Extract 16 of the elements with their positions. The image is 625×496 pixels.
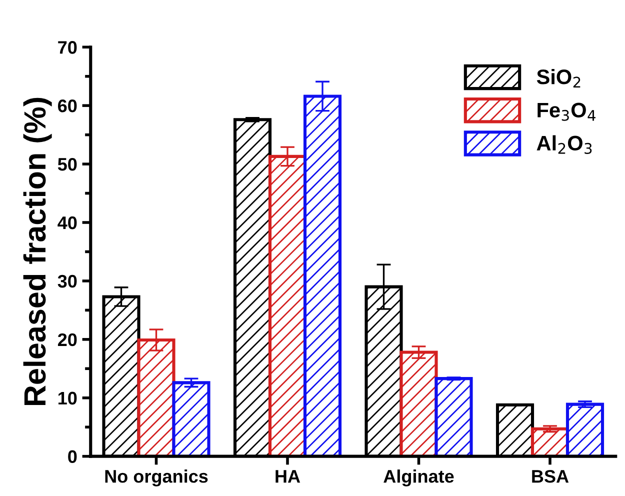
y-tick-label: 30 [58, 274, 77, 288]
legend-label: SiO$_{2}$ [536, 68, 580, 88]
y-axis-title: Released fraction (%) [23, 98, 52, 406]
x-tick-label: Alginate [384, 470, 454, 486]
x-tick-label: HA [276, 470, 300, 483]
legend-label: Al$_{2}$O$_{3}$ [536, 135, 592, 154]
y-tick-label: 0 [68, 450, 77, 464]
x-tick-label: BSA [532, 470, 569, 483]
y-tick-label: 20 [58, 333, 77, 346]
legend-label: Fe$_{3}$O$_{4}$ [538, 102, 596, 121]
x-tick-label: No organics [105, 470, 208, 486]
y-tick-label: 70 [58, 41, 77, 54]
y-tick-label: 60 [58, 100, 77, 112]
y-tick-label: 10 [58, 392, 77, 405]
y-tick-label: 40 [58, 216, 77, 230]
y-tick-label: 50 [58, 158, 77, 171]
